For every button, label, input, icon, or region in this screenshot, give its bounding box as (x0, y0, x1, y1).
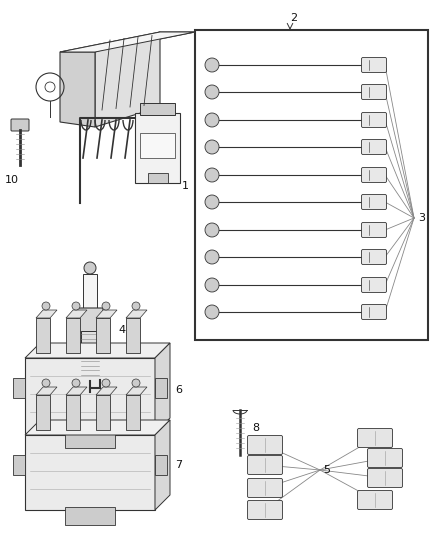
Bar (148, 173, 168, 183)
Bar (66, 318, 80, 353)
Polygon shape (66, 387, 87, 395)
Polygon shape (60, 52, 95, 127)
Bar (81, 331, 99, 381)
Text: 9: 9 (100, 109, 107, 119)
FancyBboxPatch shape (361, 167, 386, 182)
Text: 2: 2 (290, 13, 297, 23)
Polygon shape (60, 32, 195, 52)
Polygon shape (95, 32, 160, 127)
Polygon shape (155, 343, 170, 433)
Text: 1: 1 (182, 181, 189, 191)
Circle shape (132, 379, 140, 387)
Circle shape (205, 195, 219, 209)
Polygon shape (36, 310, 57, 318)
Polygon shape (126, 310, 147, 318)
FancyBboxPatch shape (247, 456, 283, 474)
Bar (140, 133, 175, 158)
FancyBboxPatch shape (361, 85, 386, 100)
Polygon shape (155, 420, 170, 510)
Circle shape (84, 262, 96, 274)
Circle shape (205, 113, 219, 127)
Text: 5: 5 (323, 465, 330, 475)
Text: 6: 6 (175, 385, 182, 395)
Circle shape (205, 250, 219, 264)
FancyBboxPatch shape (361, 278, 386, 293)
Circle shape (205, 223, 219, 237)
Circle shape (205, 85, 219, 99)
FancyBboxPatch shape (247, 479, 283, 497)
Bar (155, 378, 167, 398)
Bar (140, 103, 175, 115)
Circle shape (132, 302, 140, 310)
FancyBboxPatch shape (361, 249, 386, 264)
Circle shape (72, 379, 80, 387)
Polygon shape (36, 387, 57, 395)
FancyBboxPatch shape (247, 435, 283, 455)
Bar (126, 395, 140, 430)
FancyBboxPatch shape (247, 500, 283, 520)
Bar (13, 455, 25, 475)
Circle shape (205, 58, 219, 72)
FancyBboxPatch shape (11, 119, 29, 131)
FancyBboxPatch shape (361, 304, 386, 319)
Circle shape (205, 140, 219, 154)
FancyBboxPatch shape (361, 58, 386, 72)
FancyBboxPatch shape (361, 222, 386, 238)
FancyBboxPatch shape (357, 429, 392, 448)
Circle shape (42, 302, 50, 310)
Text: 7: 7 (175, 460, 182, 470)
FancyBboxPatch shape (357, 490, 392, 510)
Bar (65, 430, 115, 448)
FancyBboxPatch shape (367, 448, 403, 467)
Circle shape (102, 302, 110, 310)
Polygon shape (96, 387, 117, 395)
Bar (126, 318, 140, 353)
Polygon shape (25, 420, 170, 435)
FancyBboxPatch shape (361, 112, 386, 127)
Polygon shape (25, 343, 170, 358)
Bar (25, 435, 155, 510)
Circle shape (42, 379, 50, 387)
Bar (96, 318, 110, 353)
Text: 4: 4 (118, 325, 125, 335)
Bar (155, 455, 167, 475)
Circle shape (102, 379, 110, 387)
Polygon shape (66, 310, 87, 318)
Circle shape (72, 302, 80, 310)
FancyBboxPatch shape (367, 469, 403, 488)
Polygon shape (126, 387, 147, 395)
Bar (25, 358, 155, 433)
Bar (195, 30, 428, 340)
Polygon shape (96, 310, 117, 318)
Bar (13, 378, 25, 398)
Text: 3: 3 (418, 213, 425, 223)
Bar (66, 395, 80, 430)
Text: 10: 10 (5, 175, 19, 185)
Circle shape (205, 168, 219, 182)
FancyBboxPatch shape (77, 308, 103, 332)
Bar (65, 507, 115, 525)
Bar (83, 274, 97, 309)
Bar (135, 113, 180, 183)
Text: 8: 8 (252, 423, 259, 433)
FancyBboxPatch shape (361, 195, 386, 209)
Bar (96, 395, 110, 430)
Polygon shape (60, 32, 195, 52)
Circle shape (205, 305, 219, 319)
Circle shape (205, 278, 219, 292)
Bar (36, 395, 50, 430)
FancyBboxPatch shape (361, 140, 386, 155)
Bar (36, 318, 50, 353)
